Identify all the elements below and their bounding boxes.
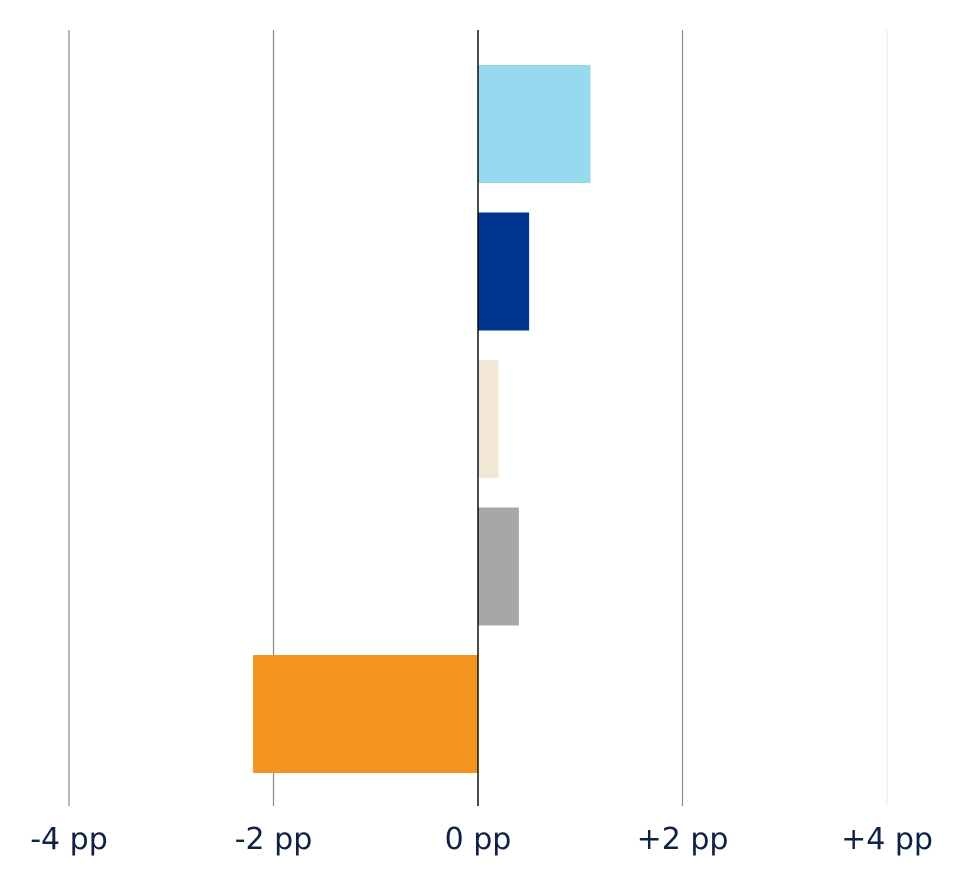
x-tick-label: +4 pp (841, 822, 933, 857)
bar (253, 655, 478, 773)
bar (478, 212, 530, 331)
x-tick-label: +2 pp (637, 822, 729, 857)
x-tick-labels: -4 pp -2 pp 0 pp +2 pp +4 pp (30, 822, 933, 857)
bars (253, 65, 591, 773)
x-tick-label: 0 pp (445, 822, 512, 857)
bar (478, 65, 591, 183)
x-tick-label: -4 pp (30, 822, 108, 857)
bar (478, 360, 499, 478)
bar (478, 507, 519, 626)
x-tick-label: -2 pp (235, 822, 313, 857)
